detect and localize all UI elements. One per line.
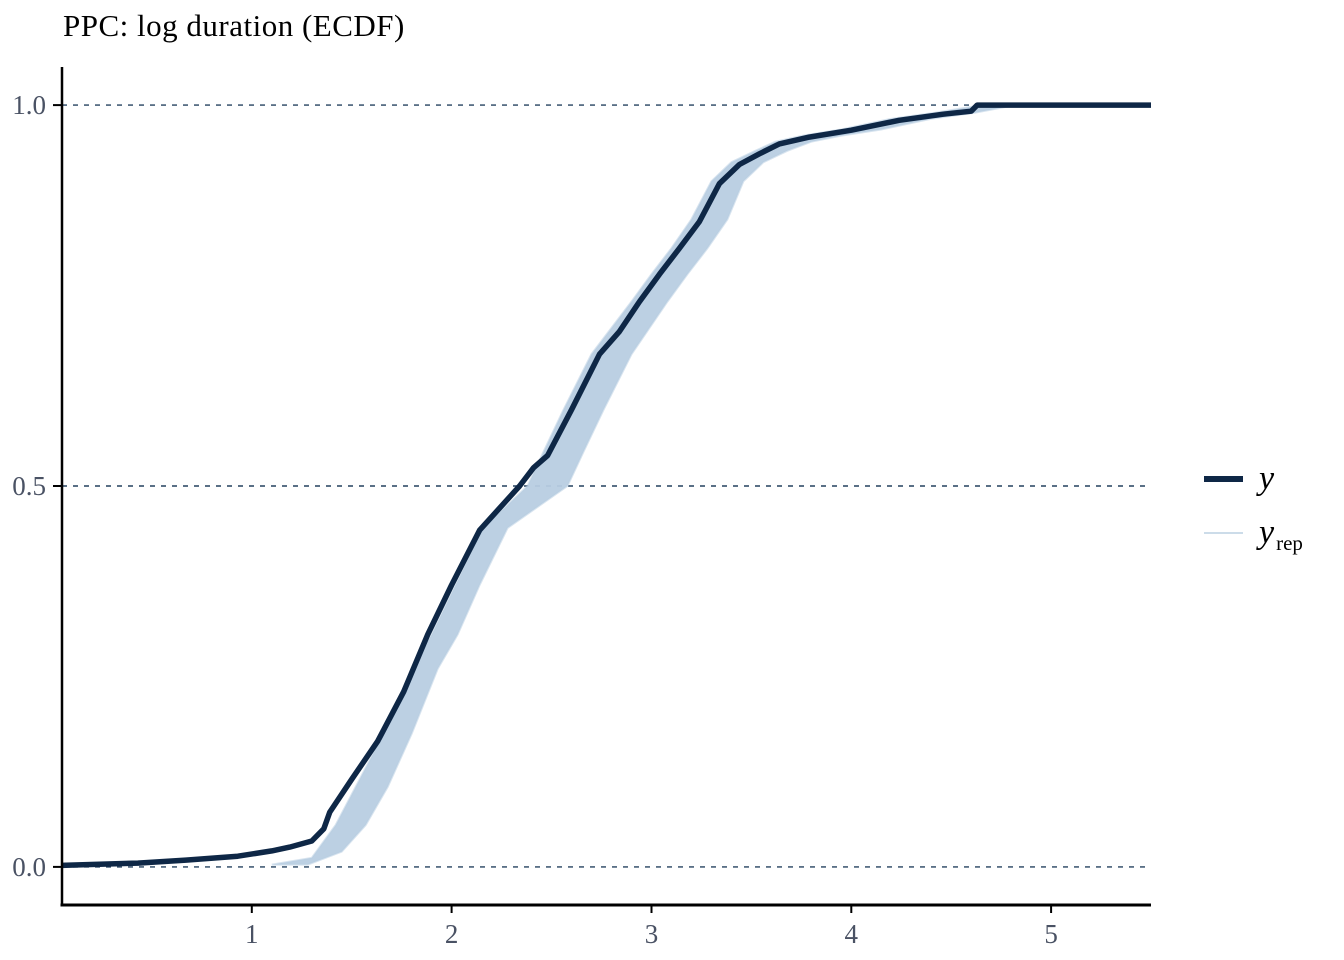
- y-tick-label: 0.5: [12, 471, 46, 501]
- y-tick-label: 1.0: [12, 90, 46, 120]
- x-tick-label: 2: [445, 919, 459, 949]
- yrep-line-swatch: [1204, 532, 1243, 534]
- legend-label-yrep: yrep: [1259, 514, 1303, 554]
- x-tick-label: 1: [245, 919, 259, 949]
- x-tick-label: 3: [645, 919, 659, 949]
- legend-label-yrep-subscript: rep: [1276, 531, 1303, 555]
- legend: y yrep: [1204, 456, 1303, 556]
- x-tick-label: 5: [1044, 919, 1058, 949]
- plot-title: PPC: log duration (ECDF): [63, 8, 405, 43]
- y-tick-label: 0.0: [12, 852, 46, 882]
- x-tick-label: 4: [845, 919, 859, 949]
- y-ecdf-line: [61, 102, 1151, 869]
- legend-item-y: y: [1204, 456, 1301, 502]
- legend-label-yrep-main: y: [1259, 514, 1275, 551]
- legend-item-yrep: yrep: [1204, 510, 1303, 556]
- legend-label-y: y: [1259, 460, 1275, 497]
- y-line-swatch: [1204, 476, 1243, 482]
- yrep-ecdf-band: [271, 104, 1016, 866]
